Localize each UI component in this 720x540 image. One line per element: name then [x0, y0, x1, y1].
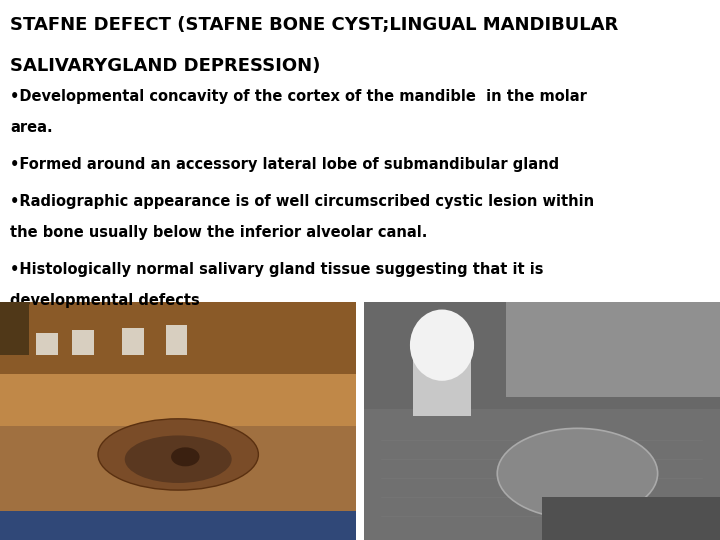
Text: •Histologically normal salivary gland tissue suggesting that it is: •Histologically normal salivary gland ti… — [10, 262, 544, 277]
Ellipse shape — [171, 447, 199, 467]
Text: •Radiographic appearance is of well circumscribed cystic lesion within: •Radiographic appearance is of well circ… — [10, 194, 594, 209]
Text: •Formed around an accessory lateral lobe of submandibular gland: •Formed around an accessory lateral lobe… — [10, 157, 559, 172]
Text: STAFNE DEFECT (STAFNE BONE CYST;LINGUAL MANDIBULAR: STAFNE DEFECT (STAFNE BONE CYST;LINGUAL … — [10, 16, 618, 34]
Bar — [506, 302, 720, 397]
Bar — [0, 511, 356, 540]
Ellipse shape — [98, 419, 258, 490]
Text: •Developmental concavity of the cortex of the mandible  in the molar: •Developmental concavity of the cortex o… — [10, 89, 587, 104]
Bar — [364, 409, 720, 540]
Bar — [0, 302, 356, 540]
Text: SALIVARYGLAND DEPRESSION): SALIVARYGLAND DEPRESSION) — [10, 57, 320, 75]
FancyBboxPatch shape — [72, 330, 94, 355]
Ellipse shape — [498, 428, 657, 518]
Text: the bone usually below the inferior alveolar canal.: the bone usually below the inferior alve… — [10, 225, 428, 240]
Text: area.: area. — [10, 120, 53, 136]
Text: developmental defects: developmental defects — [10, 293, 200, 308]
Bar — [541, 497, 720, 540]
FancyBboxPatch shape — [166, 325, 187, 355]
Ellipse shape — [410, 309, 474, 381]
Bar — [0, 302, 356, 379]
FancyBboxPatch shape — [122, 328, 144, 355]
Bar — [364, 302, 720, 540]
Bar — [413, 357, 471, 416]
FancyBboxPatch shape — [36, 333, 58, 355]
Bar — [0, 374, 356, 426]
Ellipse shape — [125, 435, 232, 483]
Bar — [0, 302, 29, 355]
